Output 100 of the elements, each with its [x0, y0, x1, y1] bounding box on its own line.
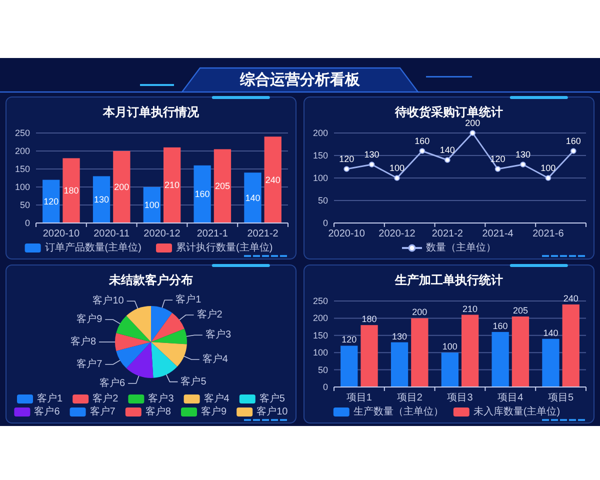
data-label: 120	[44, 196, 59, 206]
point	[570, 148, 576, 154]
bar	[512, 316, 530, 387]
data-label: 210	[164, 180, 180, 190]
data-label: 120	[342, 334, 357, 345]
bar	[113, 151, 130, 223]
slice-label: 客户9	[76, 313, 103, 326]
legend-label: 客户4	[204, 392, 230, 404]
x-tick-label: 项目4	[498, 392, 524, 404]
bar	[62, 158, 80, 223]
y-tick-label: 50	[318, 196, 328, 206]
pie-slice	[151, 342, 178, 378]
point	[494, 166, 501, 172]
bar	[92, 176, 110, 223]
y-tick-label: 100	[312, 173, 328, 183]
legend-label: 客户3	[148, 392, 174, 404]
data-label: 120	[490, 154, 506, 164]
bar	[462, 314, 479, 387]
data-label: 210	[462, 304, 478, 314]
y-tick-label: 100	[14, 182, 30, 192]
x-tick-label: 2020-10	[42, 228, 80, 240]
pie-slice	[126, 306, 151, 342]
bar	[390, 342, 408, 387]
x-tick-label: 项目3	[447, 392, 474, 404]
data-label: 130	[392, 331, 408, 342]
data-label: 160	[194, 189, 210, 200]
y-tick-label: 0	[24, 218, 30, 228]
legend-label: 客户6	[34, 406, 60, 418]
x-tick-label: 2020-10	[328, 228, 366, 240]
slice-label: 客户8	[70, 336, 96, 348]
y-tick-label: 200	[312, 313, 328, 324]
data-label: 205	[214, 181, 230, 192]
data-label: 130	[94, 194, 110, 205]
legend-label: 客户9	[201, 406, 227, 418]
x-tick-label: 项目2	[396, 392, 423, 404]
data-label: 200	[114, 182, 130, 192]
data-label: 100	[389, 163, 405, 173]
y-tick-label: 0	[322, 218, 328, 228]
data-label: 160	[414, 136, 430, 146]
slice-label: 客户2	[196, 308, 223, 321]
legend-label: 客户2	[92, 392, 119, 404]
legend-label: 客户8	[145, 406, 172, 418]
bar	[42, 180, 60, 223]
legend-label: 未入库数量(主单位)	[473, 406, 560, 418]
slice-label: 客户6	[100, 376, 126, 389]
text: 综合运营分析看板	[239, 72, 361, 88]
legend-label: 生产数量（主单位）	[353, 406, 444, 418]
pie-slice	[151, 342, 187, 367]
chart-title: 本月订单执行情况	[102, 105, 200, 119]
data-label: 100	[442, 342, 458, 352]
data-label: 200	[465, 118, 480, 128]
chart-title: 生产加工单执行统计	[394, 273, 503, 287]
x-tick-label: 2021-1	[196, 228, 228, 240]
point	[545, 175, 552, 181]
slice-label: 客户7	[76, 358, 103, 370]
data-label: 240	[265, 174, 280, 185]
point	[444, 157, 450, 163]
y-tick-label: 150	[312, 330, 328, 340]
bar	[492, 332, 509, 387]
data-label: 240	[563, 293, 578, 304]
y-tick-label: 100	[312, 348, 328, 358]
bar	[360, 325, 378, 387]
data-label: 160	[566, 136, 581, 146]
y-tick-label: 0	[322, 382, 328, 392]
chart-title: 待收货采购订单统计	[394, 105, 503, 119]
bar	[340, 346, 358, 387]
legend-label: 客户7	[90, 406, 116, 418]
x-tick-label: 2021-6	[532, 228, 564, 240]
y-tick-label: 200	[312, 128, 328, 138]
x-tick-label: 2021-2	[247, 228, 279, 240]
data-label: 180	[362, 314, 377, 324]
legend-label: 累计执行数量(主单位)	[176, 242, 273, 254]
bar	[542, 338, 560, 387]
bar	[143, 187, 160, 223]
pie-slice	[116, 342, 151, 368]
point	[344, 166, 350, 172]
x-tick-label: 2021-4	[482, 228, 514, 240]
x-tick-label: 2020-11	[94, 228, 130, 240]
point	[520, 162, 526, 168]
data-label: 200	[412, 307, 428, 318]
x-tick-label: 项目5	[548, 392, 574, 404]
slice-label: 客户5	[180, 375, 207, 388]
legend-label: 客户5	[259, 392, 286, 404]
slice-label: 客户3	[205, 328, 232, 341]
x-tick-label: 项目1	[346, 392, 372, 404]
data-label: 140	[543, 328, 558, 338]
data-label: 140	[245, 192, 260, 203]
bar	[194, 165, 211, 223]
y-tick-label: 50	[318, 364, 328, 375]
y-tick-label: 250	[312, 296, 328, 306]
bar	[244, 172, 262, 223]
point	[368, 162, 375, 168]
legend-label: 客户1	[37, 392, 63, 404]
x-tick-label: 2020-12	[378, 228, 416, 240]
data-label: 140	[440, 145, 455, 155]
y-tick-label: 250	[14, 128, 30, 138]
slice-label: 客户1	[176, 294, 202, 306]
data-label: 130	[364, 150, 380, 160]
data-label: 205	[512, 305, 528, 316]
slice-label: 客户4	[202, 352, 228, 365]
